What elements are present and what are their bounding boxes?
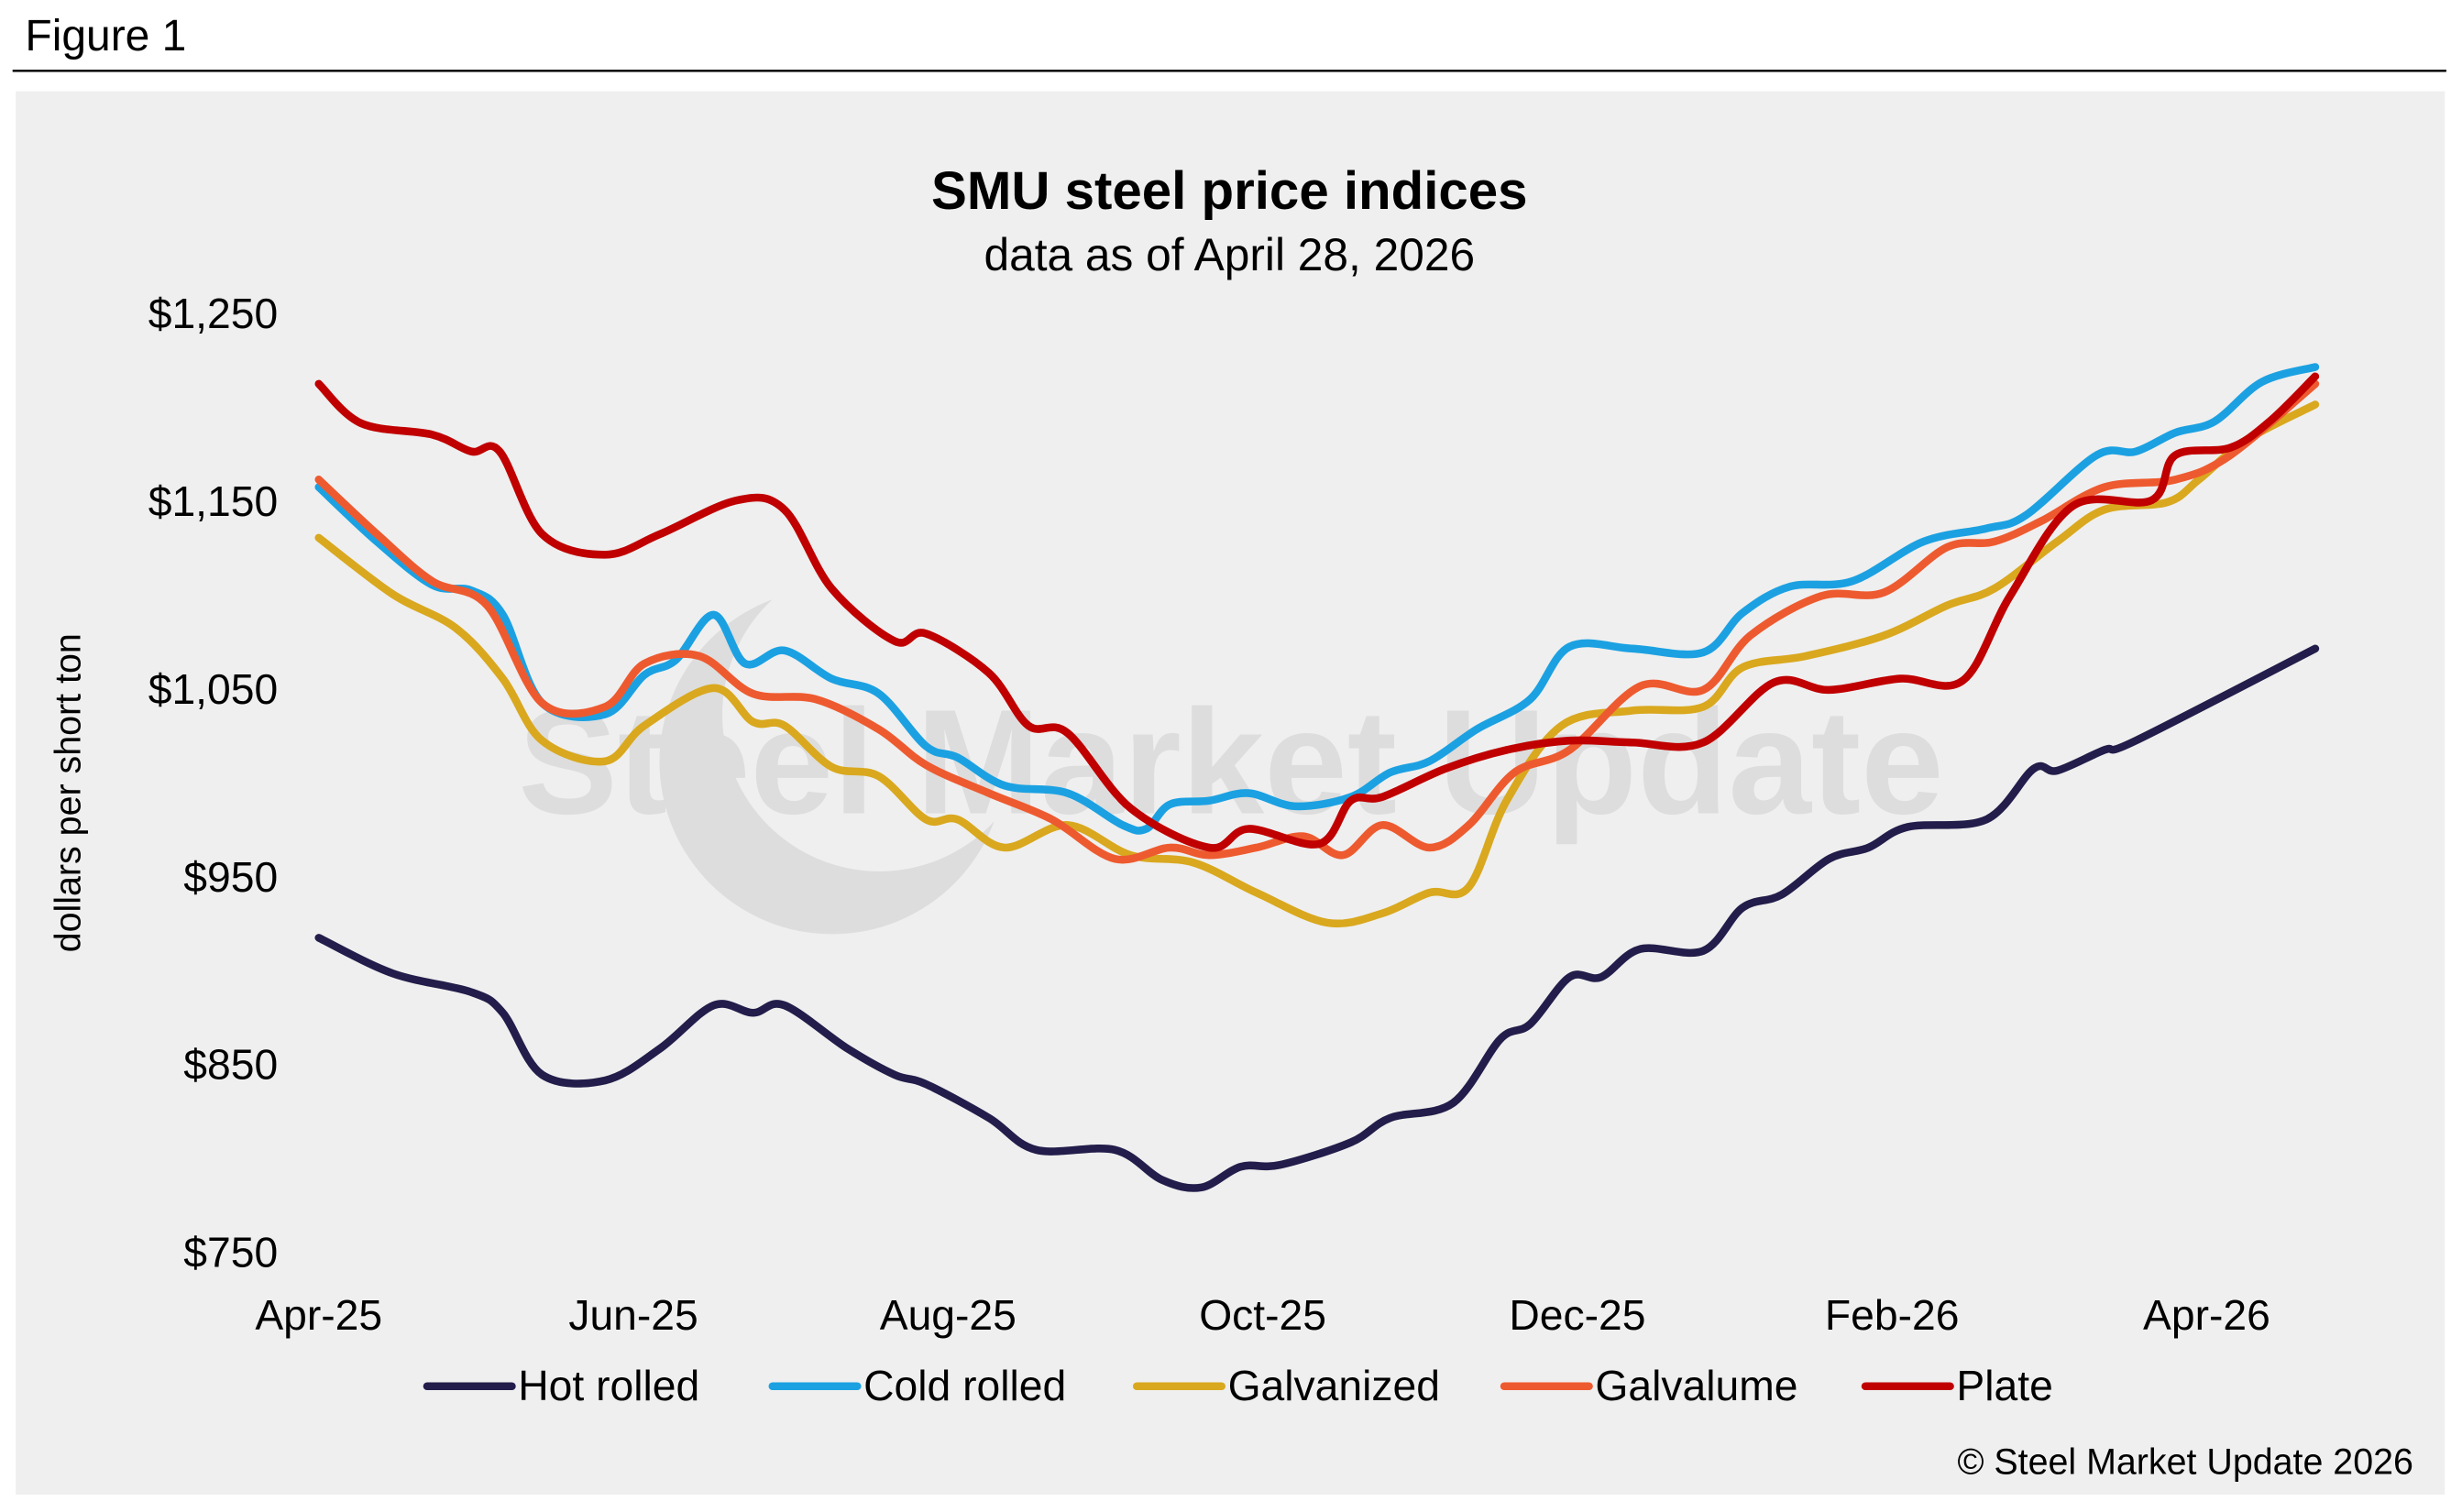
x-tick-label: Apr-25 bbox=[255, 1291, 382, 1339]
legend-label: Hot rolled bbox=[518, 1362, 699, 1409]
chart-subtitle: data as of April 28, 2026 bbox=[984, 229, 1475, 280]
x-axis-ticks: Apr-25 Jun-25 Aug-25 Oct-25 Dec-25 Feb-26 Apr-… bbox=[255, 1291, 2270, 1339]
y-tick-label: $1,250 bbox=[148, 290, 278, 337]
series-line-hot-rolled bbox=[314, 644, 2320, 1192]
x-tick-label: Oct-25 bbox=[1199, 1291, 1326, 1339]
x-tick-label: Feb-26 bbox=[1825, 1291, 1960, 1339]
legend-item-hot-rolled: Hot rolled bbox=[423, 1362, 699, 1409]
y-tick-label: $950 bbox=[183, 853, 278, 901]
x-tick-label: Aug-25 bbox=[880, 1291, 1017, 1339]
y-tick-label: $750 bbox=[183, 1229, 278, 1276]
series-lines bbox=[314, 363, 2320, 1192]
y-axis-ticks: $1,250 $1,150 $1,050 $950 $850 $750 bbox=[148, 290, 278, 1276]
legend-label: Galvalume bbox=[1595, 1362, 1797, 1409]
legend-item-plate: Plate bbox=[1861, 1362, 2053, 1409]
legend-label: Plate bbox=[1956, 1362, 2052, 1409]
y-tick-label: $1,050 bbox=[148, 665, 278, 713]
y-axis-label: dollars per short ton bbox=[48, 633, 88, 952]
x-tick-label: Apr-26 bbox=[2143, 1291, 2270, 1339]
figure-label: Figure 1 bbox=[25, 12, 186, 60]
x-tick-label: Dec-25 bbox=[1509, 1291, 1645, 1339]
legend-label: Cold rolled bbox=[863, 1362, 1066, 1409]
y-tick-label: $1,150 bbox=[148, 477, 278, 525]
y-tick-label: $850 bbox=[183, 1041, 278, 1089]
series-line-galvanized bbox=[314, 400, 2320, 928]
x-tick-label: Jun-25 bbox=[568, 1291, 698, 1339]
legend-label: Galvanized bbox=[1228, 1362, 1440, 1409]
legend: Hot rolled Cold rolled Galvanized Galvalume… bbox=[423, 1362, 2053, 1409]
legend-item-cold-rolled: Cold rolled bbox=[768, 1362, 1066, 1409]
series-line-plate bbox=[314, 372, 2320, 852]
watermark-logo: Steel Market Update bbox=[518, 557, 1944, 935]
series-line-cold-rolled bbox=[314, 363, 2320, 835]
legend-item-galvanized: Galvanized bbox=[1132, 1362, 1440, 1409]
watermark-text: Steel Market Update bbox=[518, 680, 1943, 846]
series-line-galvalume bbox=[314, 379, 2320, 864]
copyright: © Steel Market Update 2026 bbox=[1957, 1442, 2413, 1483]
legend-item-galvalume: Galvalume bbox=[1500, 1362, 1797, 1409]
chart-title: SMU steel price indices bbox=[931, 161, 1528, 221]
